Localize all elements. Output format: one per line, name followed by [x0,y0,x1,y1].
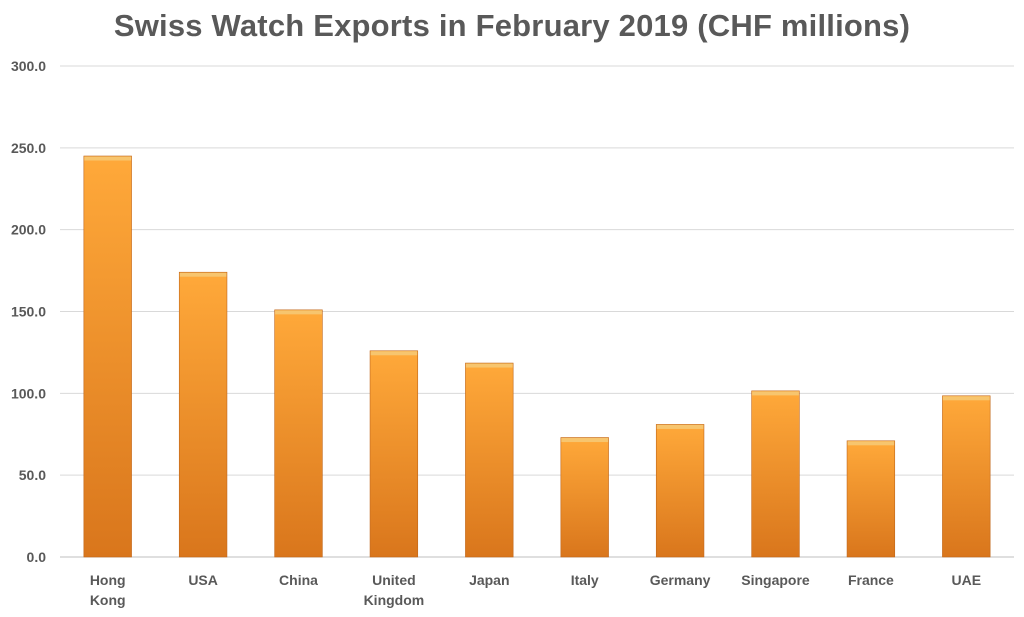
x-tick-label: Hong Kong [90,572,126,608]
x-tick-label: Japan [469,572,509,588]
bar-cap [179,272,227,277]
x-tick-label: UAE [952,572,982,588]
bar [751,390,800,558]
y-tick-label: 0.0 [27,549,47,565]
bar-cap [752,391,799,396]
x-axis-labels: Hong Kong USA China United Kingdom Japan Italy G… [90,572,981,608]
bar-cap [561,438,609,443]
bar-group [846,440,896,558]
bar-group [560,437,609,558]
x-tick-label-line: France [848,572,894,588]
bar-cap [465,363,513,368]
y-tick-label: 250.0 [11,140,46,156]
bar-group [751,390,800,558]
y-tick-label: 50.0 [19,467,46,483]
bar-group [655,424,705,558]
x-tick-label-line: UAE [952,572,982,588]
x-tick-label-line: Kingdom [364,592,425,608]
bar-cap [656,424,704,429]
bar-cap [84,156,132,161]
bar-cap [942,396,990,401]
bar-group [83,155,132,558]
bar-group [274,309,323,558]
bar [178,271,228,558]
chart-title: Swiss Watch Exports in February 2019 (CH… [113,8,911,43]
x-tick-label-line: USA [188,572,218,588]
bar-cap [847,441,895,446]
bar-cap [275,310,322,315]
bars [83,155,991,558]
bar-group [178,271,228,558]
x-tick-label: China [279,572,318,588]
bar [83,155,132,558]
y-tick-label: 300.0 [11,58,46,74]
y-tick-label: 200.0 [11,222,46,238]
bar [560,437,609,558]
x-tick-label-line: Germany [650,572,711,588]
x-tick-label: Germany [650,572,711,588]
x-tick-label: France [848,572,894,588]
bar-group [465,362,514,558]
x-tick-label-line: Kong [90,592,126,608]
bar-group [369,350,419,558]
x-tick-label-line: Japan [469,572,509,588]
x-tick-label: Singapore [741,572,810,588]
x-tick-label-line: China [279,572,318,588]
x-tick-label-line: Singapore [741,572,810,588]
bar [369,350,419,558]
y-tick-label: 150.0 [11,304,46,320]
bar [655,424,705,558]
bar [942,395,991,558]
bar [465,362,514,558]
bar-group [942,395,991,558]
y-axis-ticks: 0.0 50.0 100.0 150.0 200.0 250.0 300.0 [11,58,46,565]
bar [274,309,323,558]
x-tick-label-line: Italy [571,572,599,588]
bar-cap [370,351,418,356]
bar [846,440,896,558]
x-tick-label-line: United [372,572,416,588]
x-tick-label: Italy [571,572,599,588]
x-tick-label-line: Hong [90,572,126,588]
x-tick-label: United Kingdom [364,572,425,608]
x-tick-label: USA [188,572,218,588]
y-tick-label: 100.0 [11,385,46,401]
